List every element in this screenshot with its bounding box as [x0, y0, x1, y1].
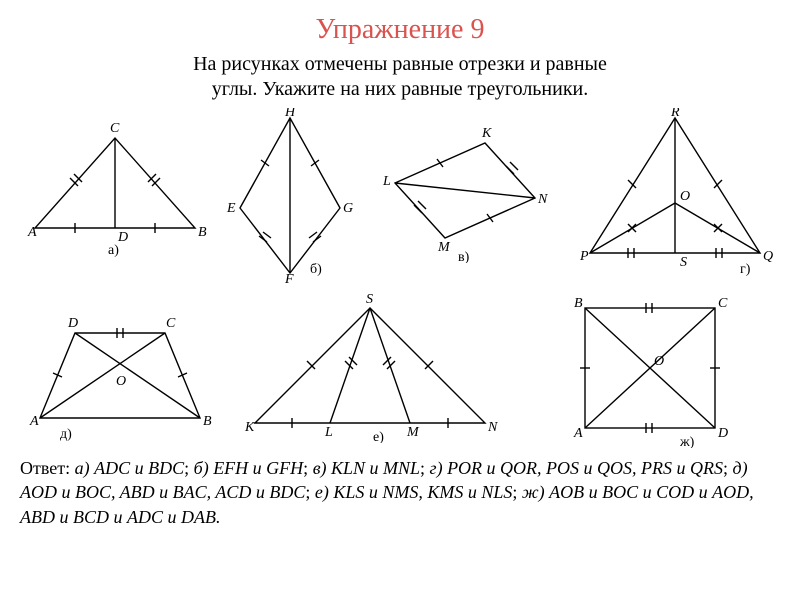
pt-M2: M — [406, 425, 420, 440]
pt-N2: N — [487, 420, 498, 435]
pt-O2: O — [116, 374, 126, 389]
pt-A2: A — [29, 414, 39, 429]
pt-O: O — [680, 189, 690, 204]
figure-v: L K N M в) — [370, 123, 560, 263]
pt-A3: A — [573, 426, 583, 441]
pt-P: P — [579, 249, 589, 264]
figure-zh: A B C D O ж) — [560, 293, 740, 448]
exercise-title: Упражнение 9 — [20, 14, 780, 46]
pt-C: C — [110, 121, 120, 136]
pt-O3: O — [654, 354, 664, 369]
caption-v: в) — [458, 250, 470, 263]
answer-a: а) ADC и BDC — [75, 458, 185, 478]
answer-e: е) KLS и NMS, KMS и NLS — [315, 482, 513, 502]
subtitle-line2: углы. Укажите на них равные треугольники… — [212, 78, 589, 100]
answer-b: б) EFH и GFH — [194, 458, 304, 478]
pt-C2: C — [166, 316, 176, 331]
figure-b: H E G F б) — [215, 108, 365, 283]
answer-block: Ответ: а) ADC и BDC; б) EFH и GFH; в) KL… — [20, 456, 780, 529]
pt-L: L — [382, 174, 391, 189]
pt-S2: S — [366, 293, 373, 307]
pt-F: F — [284, 272, 294, 283]
answer-label: Ответ: — [20, 458, 70, 478]
caption-b: б) — [310, 262, 322, 277]
pt-R: R — [670, 108, 680, 120]
pt-Q: Q — [763, 249, 773, 264]
answer-v: в) KLN и MNL — [313, 458, 420, 478]
caption-e: е) — [373, 430, 384, 443]
pt-C3: C — [718, 296, 728, 311]
caption-d: д) — [60, 427, 72, 442]
pt-N: N — [537, 192, 548, 207]
pt-D3: D — [717, 426, 728, 441]
pt-L2: L — [324, 425, 333, 440]
pt-G: G — [343, 201, 353, 216]
figure-a: A B C D а) — [20, 118, 210, 258]
pt-B: B — [198, 225, 207, 240]
pt-D2: D — [67, 316, 78, 331]
exercise-subtitle: На рисунках отмечены равные отрезки и ра… — [20, 52, 780, 102]
caption-zh: ж) — [679, 435, 695, 448]
answer-g: г) POR и QOR, POS и QOS, PRS и QRS — [430, 458, 723, 478]
pt-B3: B — [574, 296, 583, 311]
pt-K: K — [481, 126, 492, 141]
pt-H: H — [284, 108, 296, 120]
pt-S: S — [680, 255, 687, 270]
figure-g: P Q R S O г) — [570, 108, 780, 278]
pt-B2: B — [203, 414, 212, 429]
caption-g: г) — [740, 262, 751, 277]
pt-M: M — [437, 240, 451, 255]
pt-A: A — [27, 225, 37, 240]
caption-a: а) — [108, 243, 119, 258]
subtitle-line1: На рисунках отмечены равные отрезки и ра… — [193, 53, 607, 75]
figure-e: K N L M S е) — [235, 293, 505, 443]
pt-K2: K — [244, 420, 255, 435]
figure-d: A B D C O д) — [20, 303, 220, 443]
diagrams-area: A B C D а) H E G F б) — [20, 108, 780, 448]
pt-E: E — [226, 201, 236, 216]
